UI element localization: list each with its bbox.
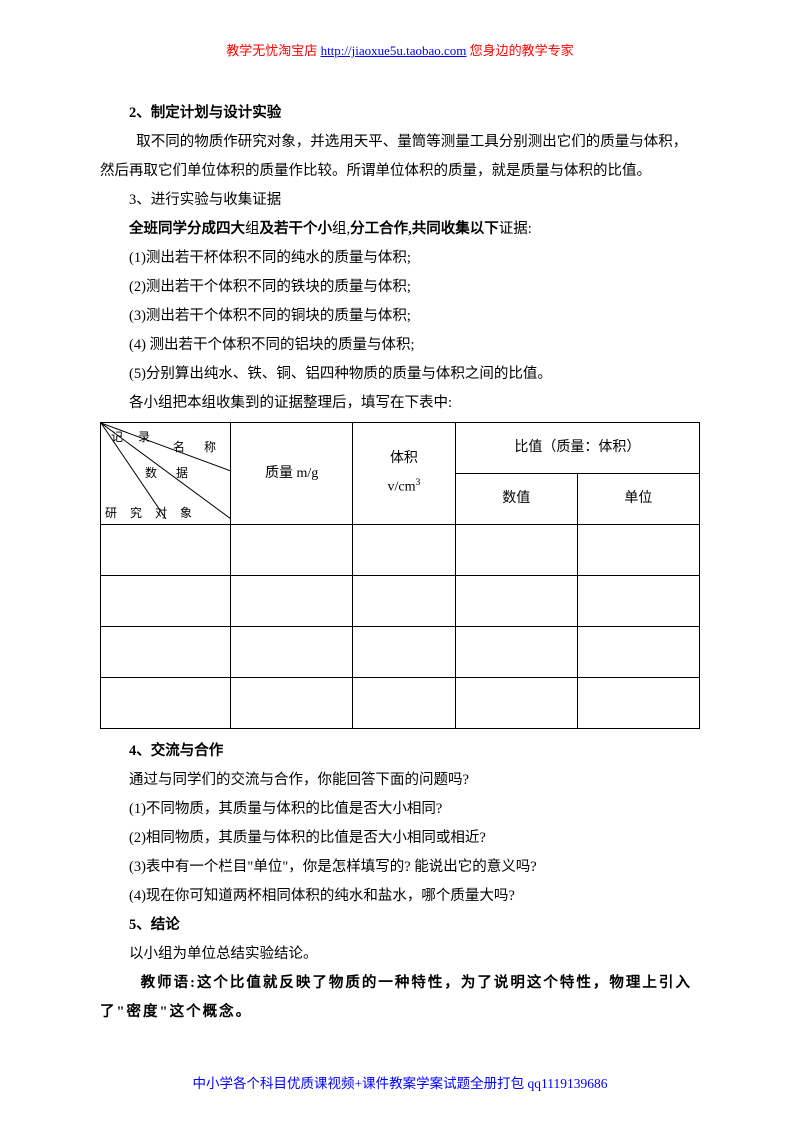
diag-mid: 名 称 [173, 441, 224, 454]
gl-e: 分工合作,共同收集以下 [350, 221, 499, 237]
item1: (1)测出若干杯体积不同的纯水的质量与体积; [100, 244, 700, 273]
section5-title: 5、结论 [100, 911, 700, 940]
table-header-row1: 记 录 名 称 数 据 研 究 对 象 质量 m/g 体积 v/cm3 比值（质… [101, 423, 700, 474]
table-row [101, 525, 700, 576]
diag-topleft: 记 录 [111, 431, 156, 444]
diag-header-cell: 记 录 名 称 数 据 研 究 对 象 [101, 423, 231, 525]
diag-mid2: 数 据 [145, 467, 196, 480]
header-suffix: 您身边的教学专家 [466, 43, 573, 58]
diag-bot: 研 究 对 象 [105, 507, 197, 520]
body-content: 2、制定计划与设计实验 取不同的物质作研究对象，并选用天平、量筒等测量工具分别测… [100, 99, 700, 1027]
gl-d: 组, [332, 221, 350, 237]
table-row [101, 678, 700, 729]
teacher-lead: 教师语: [141, 975, 197, 991]
item5: (5)分别算出纯水、铁、铜、铝四种物质的质量与体积之间的比值。 [100, 360, 700, 389]
item2: (2)测出若干个体积不同的铁块的质量与体积; [100, 273, 700, 302]
gl-f: 证 [499, 221, 514, 237]
table-row [101, 576, 700, 627]
data-table: 记 录 名 称 数 据 研 究 对 象 质量 m/g 体积 v/cm3 比值（质… [100, 422, 700, 729]
col-mass: 质量 m/g [230, 423, 352, 525]
col-unit: 单位 [577, 474, 699, 525]
header-url[interactable]: http://jiaoxue5u.taobao.com [321, 43, 467, 58]
table-row [101, 627, 700, 678]
col-vol-b: v/cm [387, 480, 415, 495]
gl-g: 据: [513, 221, 532, 237]
col-ratio: 比值（质量：体积） [455, 423, 699, 474]
section4-title: 4、交流与合作 [100, 737, 700, 766]
q4: (4)现在你可知道两杯相同体积的纯水和盐水，哪个质量大吗? [100, 882, 700, 911]
teacher-note: 教师语:这个比值就反映了物质的一种特性，为了说明这个特性，物理上引入了"密度"这… [100, 969, 700, 1027]
col-vol-sup: 3 [415, 477, 420, 488]
header-prefix: 教学无忧淘宝店 [226, 43, 320, 58]
header-link: 教学无忧淘宝店 http://jiaoxue5u.taobao.com 您身边的… [100, 40, 700, 59]
item4: (4) 测出若干个体积不同的铝块的质量与体积; [100, 331, 700, 360]
section2-sub3: 3、进行实验与收集证据 [100, 186, 700, 215]
table-lead: 各小组把本组收集到的证据整理后，填写在下表中: [100, 389, 700, 418]
gl-c: 及若干个小 [260, 221, 333, 237]
item3: (3)测出若干个体积不同的铜块的质量与体积; [100, 302, 700, 331]
col-vol-a: 体积 [390, 451, 418, 466]
col-vol: 体积 v/cm3 [353, 423, 455, 525]
section4-p1: 通过与同学们的交流与合作，你能回答下面的问题吗? [100, 766, 700, 795]
section2-p1: 取不同的物质作研究对象，并选用天平、量筒等测量工具分别测出它们的质量与体积，然后… [100, 128, 700, 186]
gl-b: 组 [245, 221, 260, 237]
section5-p1: 以小组为单位总结实验结论。 [100, 940, 700, 969]
q2: (2)相同物质，其质量与体积的比值是否大小相同或相近? [100, 824, 700, 853]
q3: (3)表中有一个栏目"单位"，你是怎样填写的? 能说出它的意义吗? [100, 853, 700, 882]
gl-a: 全班同学分成四大 [129, 221, 245, 237]
q1: (1)不同物质，其质量与体积的比值是否大小相同? [100, 795, 700, 824]
section2-title: 2、制定计划与设计实验 [100, 99, 700, 128]
page: 教学无忧淘宝店 http://jiaoxue5u.taobao.com 您身边的… [0, 0, 800, 1132]
footer-link: 中小学各个科目优质课视频+课件教案学案试题全册打包 qq1119139686 [0, 1072, 800, 1092]
group-line: 全班同学分成四大组及若干个小组,分工合作,共同收集以下证据: [100, 215, 700, 244]
col-value: 数值 [455, 474, 577, 525]
